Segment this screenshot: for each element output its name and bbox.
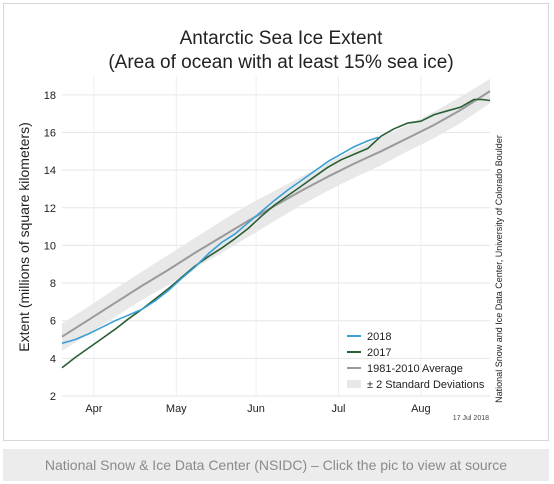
y-tick-label: 2 (50, 391, 56, 403)
series-layer (61, 90, 491, 369)
series-line-2017 (61, 98, 491, 369)
x-tick-label: Apr (85, 403, 102, 415)
legend-label: 2017 (367, 347, 391, 359)
chart-frame[interactable]: Antarctic Sea Ice Extent (Area of ocean … (3, 3, 549, 441)
legend-swatch (347, 380, 361, 388)
std-dev-band (62, 78, 490, 351)
date-stamp: 17 Jul 2018 (453, 415, 489, 422)
gridlines (62, 76, 490, 397)
x-axis-ticks: Apr May Jun Jul Aug (85, 403, 430, 415)
antarctic-sea-ice-chart[interactable]: Antarctic Sea Ice Extent (Area of ocean … (4, 4, 550, 442)
x-tick-label: May (166, 403, 187, 415)
legend: 2018 2017 1981-2010 Average ± 2 Standard De… (347, 331, 485, 391)
std-dev-band-layer (62, 78, 490, 351)
x-tick-label: Jul (331, 403, 345, 415)
source-caption[interactable]: National Snow & Ice Data Center (NSIDC) … (3, 449, 549, 481)
legend-label: ± 2 Standard Deviations (367, 379, 485, 391)
y-tick-label: 16 (44, 127, 56, 139)
y-tick-label: 10 (44, 240, 56, 252)
y-axis-label: Extent (millions of square kilometers) (16, 122, 32, 352)
series-line-2018 (61, 136, 379, 345)
chart-title: Antarctic Sea Ice Extent (180, 28, 383, 49)
y-axis-ticks: 2 4 6 8 10 12 14 16 18 (44, 90, 56, 403)
x-tick-label: Aug (411, 403, 431, 415)
y-tick-label: 12 (44, 203, 56, 215)
legend-label: 2018 (367, 331, 391, 343)
x-tick-label: Jun (247, 403, 265, 415)
y-tick-label: 6 (50, 316, 56, 328)
y-tick-label: 8 (50, 278, 56, 290)
chart-subtitle: (Area of ocean with at least 15% sea ice… (108, 52, 453, 73)
y-tick-label: 18 (44, 90, 56, 102)
y-tick-label: 4 (50, 353, 56, 365)
y-tick-label: 14 (44, 165, 56, 177)
legend-label: 1981-2010 Average (367, 363, 463, 375)
credit-text: National Snow and Ice Data Center, Unive… (494, 135, 504, 403)
